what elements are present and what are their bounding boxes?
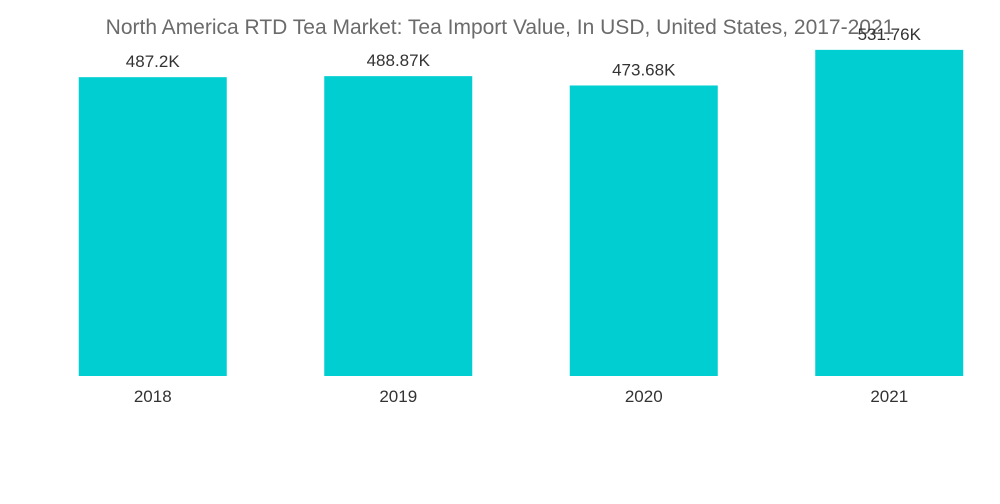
data-label-2020: 473.68K (612, 60, 676, 79)
x-tick-label-2021: 2021 (870, 387, 908, 406)
bar-2020 (569, 85, 718, 377)
chart-title: North America RTD Tea Market: Tea Import… (105, 16, 895, 39)
x-tick-label-2018: 2018 (134, 387, 172, 406)
x-tick-label-2020: 2020 (625, 387, 663, 406)
data-label-2019: 488.87K (367, 51, 431, 70)
data-label-2021: 531.76K (858, 25, 922, 44)
data-label-2018: 487.2K (126, 52, 181, 71)
bar-2019 (324, 76, 473, 377)
x-tick-label-2019: 2019 (379, 387, 417, 406)
bar-2018 (78, 77, 227, 377)
bar-2021 (815, 49, 964, 376)
